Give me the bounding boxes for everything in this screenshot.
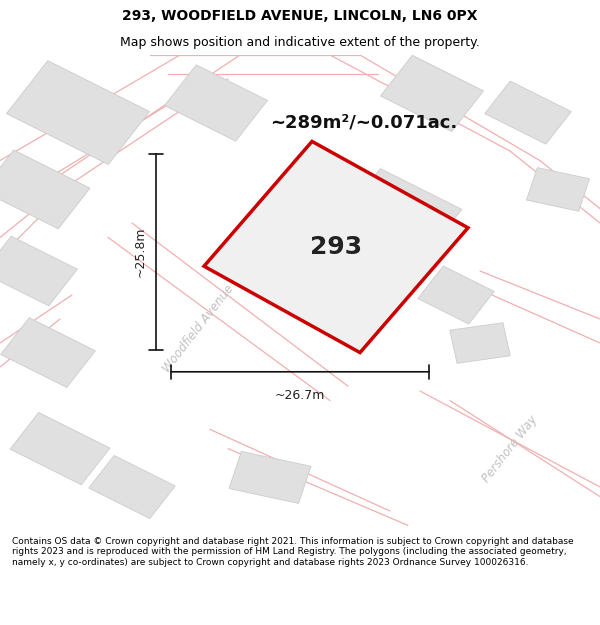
Polygon shape	[89, 456, 175, 519]
Polygon shape	[0, 150, 90, 229]
Polygon shape	[164, 65, 268, 141]
Polygon shape	[380, 55, 484, 131]
Polygon shape	[204, 141, 468, 352]
Text: Contains OS data © Crown copyright and database right 2021. This information is : Contains OS data © Crown copyright and d…	[12, 537, 574, 567]
Polygon shape	[418, 266, 494, 324]
Polygon shape	[485, 81, 571, 144]
Text: Map shows position and indicative extent of the property.: Map shows position and indicative extent…	[120, 36, 480, 49]
Text: ~289m²/~0.071ac.: ~289m²/~0.071ac.	[270, 113, 457, 131]
Text: 293: 293	[310, 235, 362, 259]
Text: ~26.7m: ~26.7m	[275, 389, 325, 402]
Polygon shape	[10, 412, 110, 485]
Text: Woodfield Avenue: Woodfield Avenue	[160, 282, 236, 375]
Polygon shape	[229, 451, 311, 503]
Polygon shape	[342, 169, 462, 258]
Text: Pershore Way: Pershore Way	[480, 412, 540, 484]
Text: 293, WOODFIELD AVENUE, LINCOLN, LN6 0PX: 293, WOODFIELD AVENUE, LINCOLN, LN6 0PX	[122, 9, 478, 24]
Polygon shape	[0, 236, 77, 306]
Polygon shape	[450, 322, 510, 363]
Polygon shape	[1, 318, 95, 388]
Polygon shape	[7, 61, 149, 164]
Polygon shape	[526, 168, 590, 211]
Text: ~25.8m: ~25.8m	[134, 226, 147, 277]
